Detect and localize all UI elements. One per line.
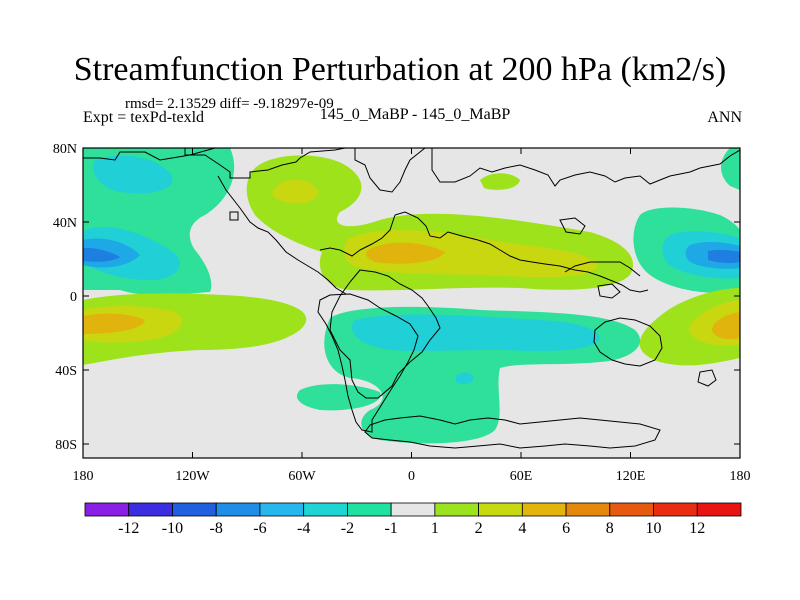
colorbar-box: [303, 502, 348, 517]
contour-region-pos2: [272, 179, 319, 204]
lon-tick-label: 180: [73, 469, 94, 484]
contour-region-neg8: [83, 247, 120, 262]
experiment-label: Expt = texPd-texld: [83, 109, 205, 126]
colorbar-label: -1: [384, 520, 397, 537]
colorbar-box: [434, 502, 480, 517]
colorbar-box: [565, 502, 611, 517]
contour-region-pos4: [366, 242, 445, 264]
colorbar-box: [653, 502, 698, 517]
colorbar-box: [521, 502, 567, 517]
coastline-eurasia: [319, 148, 740, 293]
colorbar-label: 2: [475, 520, 483, 537]
colorbar-box: [128, 502, 173, 517]
stats-label: rmsd= 2.13529 diff= -9.18297e-09: [125, 96, 334, 112]
map-field: [83, 148, 740, 458]
lat-tick-label: 40N: [53, 216, 77, 231]
lon-tick-label: 180: [730, 469, 751, 484]
case-label: 145_0_MaBP - 145_0_MaBP: [319, 106, 511, 123]
colorbar-label: -10: [162, 520, 183, 537]
colorbar-label: 1: [431, 520, 439, 537]
lon-tick-label: 0: [408, 469, 415, 484]
colorbar-label: -4: [297, 520, 310, 537]
longitude-axis: 180 120W 60W 0 60E 120E 180: [73, 148, 751, 484]
colorbar-box: [215, 502, 261, 517]
lat-tick-label: 0: [70, 290, 77, 305]
colorbar-box: [696, 502, 742, 517]
lon-tick-label: 120W: [175, 469, 210, 484]
coastline-africa: [329, 269, 441, 399]
colorbar-box: [259, 502, 305, 517]
colorbar-box: [609, 502, 654, 517]
coastlines: [83, 148, 740, 449]
colorbar-label: 6: [562, 520, 570, 537]
colorbar-box: [346, 502, 392, 517]
lon-tick-label: 120E: [616, 469, 646, 484]
coastline-north-america: [83, 148, 347, 295]
contour-region-pos2: [344, 230, 598, 278]
colorbar: -12 -10 -8 -6 -4 -2 -1 1 2 4 6 8 10 12: [84, 502, 742, 537]
contour-region-neg1: [296, 384, 381, 411]
colorbar-box: [478, 502, 523, 517]
coastline-islands: [559, 217, 717, 387]
colorbar-label: 8: [606, 520, 614, 537]
lon-tick-label: 60E: [510, 469, 533, 484]
colorbar-label: -2: [341, 520, 354, 537]
colorbar-box: [84, 502, 130, 517]
contour-region-neg1: [721, 148, 740, 190]
colorbar-box: [172, 502, 217, 517]
contour-region-pos4: [712, 312, 740, 340]
contour-region-neg2: [93, 155, 173, 194]
contour-region-neg2: [456, 372, 474, 385]
season-label: ANN: [707, 109, 742, 126]
coastline-greenland: [354, 148, 426, 193]
page-title: Streamfunction Perturbation at 200 hPa (…: [73, 51, 727, 88]
lat-tick-label: 80S: [55, 438, 77, 453]
coastline-antarctica: [364, 415, 661, 449]
colorbar-label: 12: [689, 520, 705, 537]
contour-region-neg8: [708, 249, 740, 264]
latitude-axis: 80N 40N 0 40S 80S: [53, 142, 740, 453]
lat-tick-label: 40S: [55, 364, 77, 379]
lat-tick-label: 80N: [53, 142, 77, 157]
colorbar-label: -6: [253, 520, 266, 537]
colorbar-label: 4: [518, 520, 526, 537]
colorbar-label: -8: [210, 520, 223, 537]
colorbar-label: 10: [646, 520, 662, 537]
coastline-south-america: [317, 293, 419, 433]
colorbar-label: -12: [118, 520, 139, 537]
contour-region-neg2: [351, 314, 600, 351]
colorbar-box: [390, 502, 436, 517]
contour-region-pos1: [480, 173, 520, 190]
coastline-australia: [593, 317, 663, 367]
contour-region-pos4: [83, 313, 145, 334]
lon-tick-label: 60W: [288, 469, 316, 484]
